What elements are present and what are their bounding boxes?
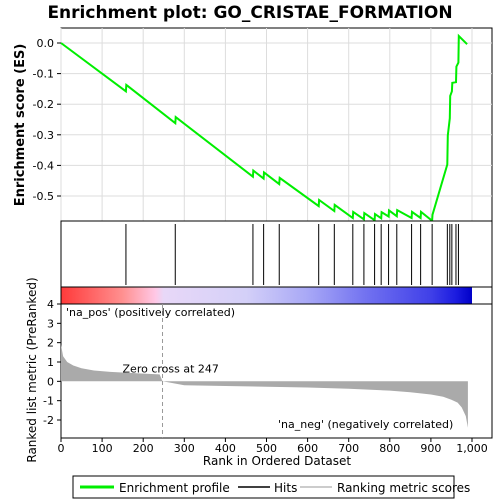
es-y-tick-label: 0.0 [37, 37, 55, 50]
x-tick-label: 900 [420, 442, 441, 455]
ranked-list-y-tick-label: -1 [43, 395, 54, 408]
es-y-axis-label: Enrichment score (ES) [13, 44, 28, 207]
es-panel: 0.0 -0.1 -0.2 -0.3 -0.4 -0.5 Enrichment score… [13, 27, 493, 223]
es-y-tick-label: -0.5 [33, 190, 54, 203]
negative-correlation-label: 'na_neg' (negatively correlated) [278, 418, 453, 431]
x-tick-label: 0 [58, 442, 65, 455]
es-y-tick-label: -0.3 [33, 129, 54, 142]
legend-ranking-label: Ranking metric scores [337, 481, 470, 495]
x-tick-label: 200 [133, 442, 154, 455]
x-tick-label: 500 [256, 442, 277, 455]
ranked-list-frame [60, 303, 493, 439]
ranked-list-y-tick-label: 3 [47, 317, 54, 330]
es-y-tick-label: -0.2 [33, 98, 54, 111]
rank-colorbar-fill [61, 287, 472, 304]
x-tick-label: 600 [297, 442, 318, 455]
ranked-list-y-tick-label: 2 [47, 337, 54, 350]
ranked-list-y-tick-label: 1 [47, 356, 54, 369]
x-tick-label: 1,000 [456, 442, 488, 455]
positive-correlation-label: 'na_pos' (positively correlated) [66, 306, 235, 319]
ranked-list-x-ticks: 0 100 200 300 400 500 600 700 800 900 1,000 [58, 438, 488, 455]
ranking-metric-area [61, 344, 468, 428]
legend: Enrichment profile Hits Ranking metric s… [72, 475, 470, 499]
es-gridlines [60, 28, 492, 221]
hit-marks [125, 224, 459, 285]
ranked-list-y-axis-label: Ranked list metric (PreRanked) [25, 277, 39, 462]
es-y-ticks: 0.0 -0.1 -0.2 -0.3 -0.4 -0.5 [33, 37, 61, 203]
ranked-list-y-tick-label: -2 [43, 414, 54, 427]
es-panel-frame [60, 27, 493, 222]
x-tick-label: 100 [92, 442, 113, 455]
enrichment-profile-line [60, 33, 468, 223]
legend-hits-label: Hits [274, 481, 297, 495]
ranked-list-panel: Zero cross at 247 'na_pos' (positively c… [25, 277, 493, 468]
x-tick-label: 300 [174, 442, 195, 455]
chart-title: Enrichment plot: GO_CRISTAE_FORMATION [47, 3, 452, 23]
es-y-tick-label: -0.1 [33, 68, 54, 81]
hits-panel [60, 220, 493, 288]
rank-colorbar [60, 286, 493, 305]
ranked-list-y-tick-label: 0 [47, 375, 54, 388]
ranked-list-y-tick-label: 4 [47, 298, 54, 311]
x-tick-label: 400 [215, 442, 236, 455]
ranked-list-y-ticks: 4 3 2 1 0 -1 -2 [43, 298, 61, 427]
x-tick-label: 700 [338, 442, 359, 455]
x-tick-label: 800 [379, 442, 400, 455]
zero-cross-label: Zero cross at 247 [123, 362, 219, 375]
x-axis-label: Rank in Ordered Dataset [203, 454, 351, 468]
es-y-tick-label: -0.4 [33, 159, 54, 172]
legend-enrichment-label: Enrichment profile [119, 481, 230, 495]
